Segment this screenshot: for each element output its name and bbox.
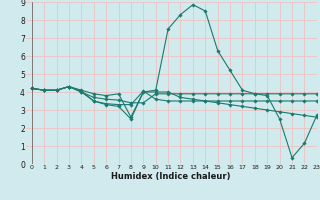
X-axis label: Humidex (Indice chaleur): Humidex (Indice chaleur) — [111, 172, 231, 181]
